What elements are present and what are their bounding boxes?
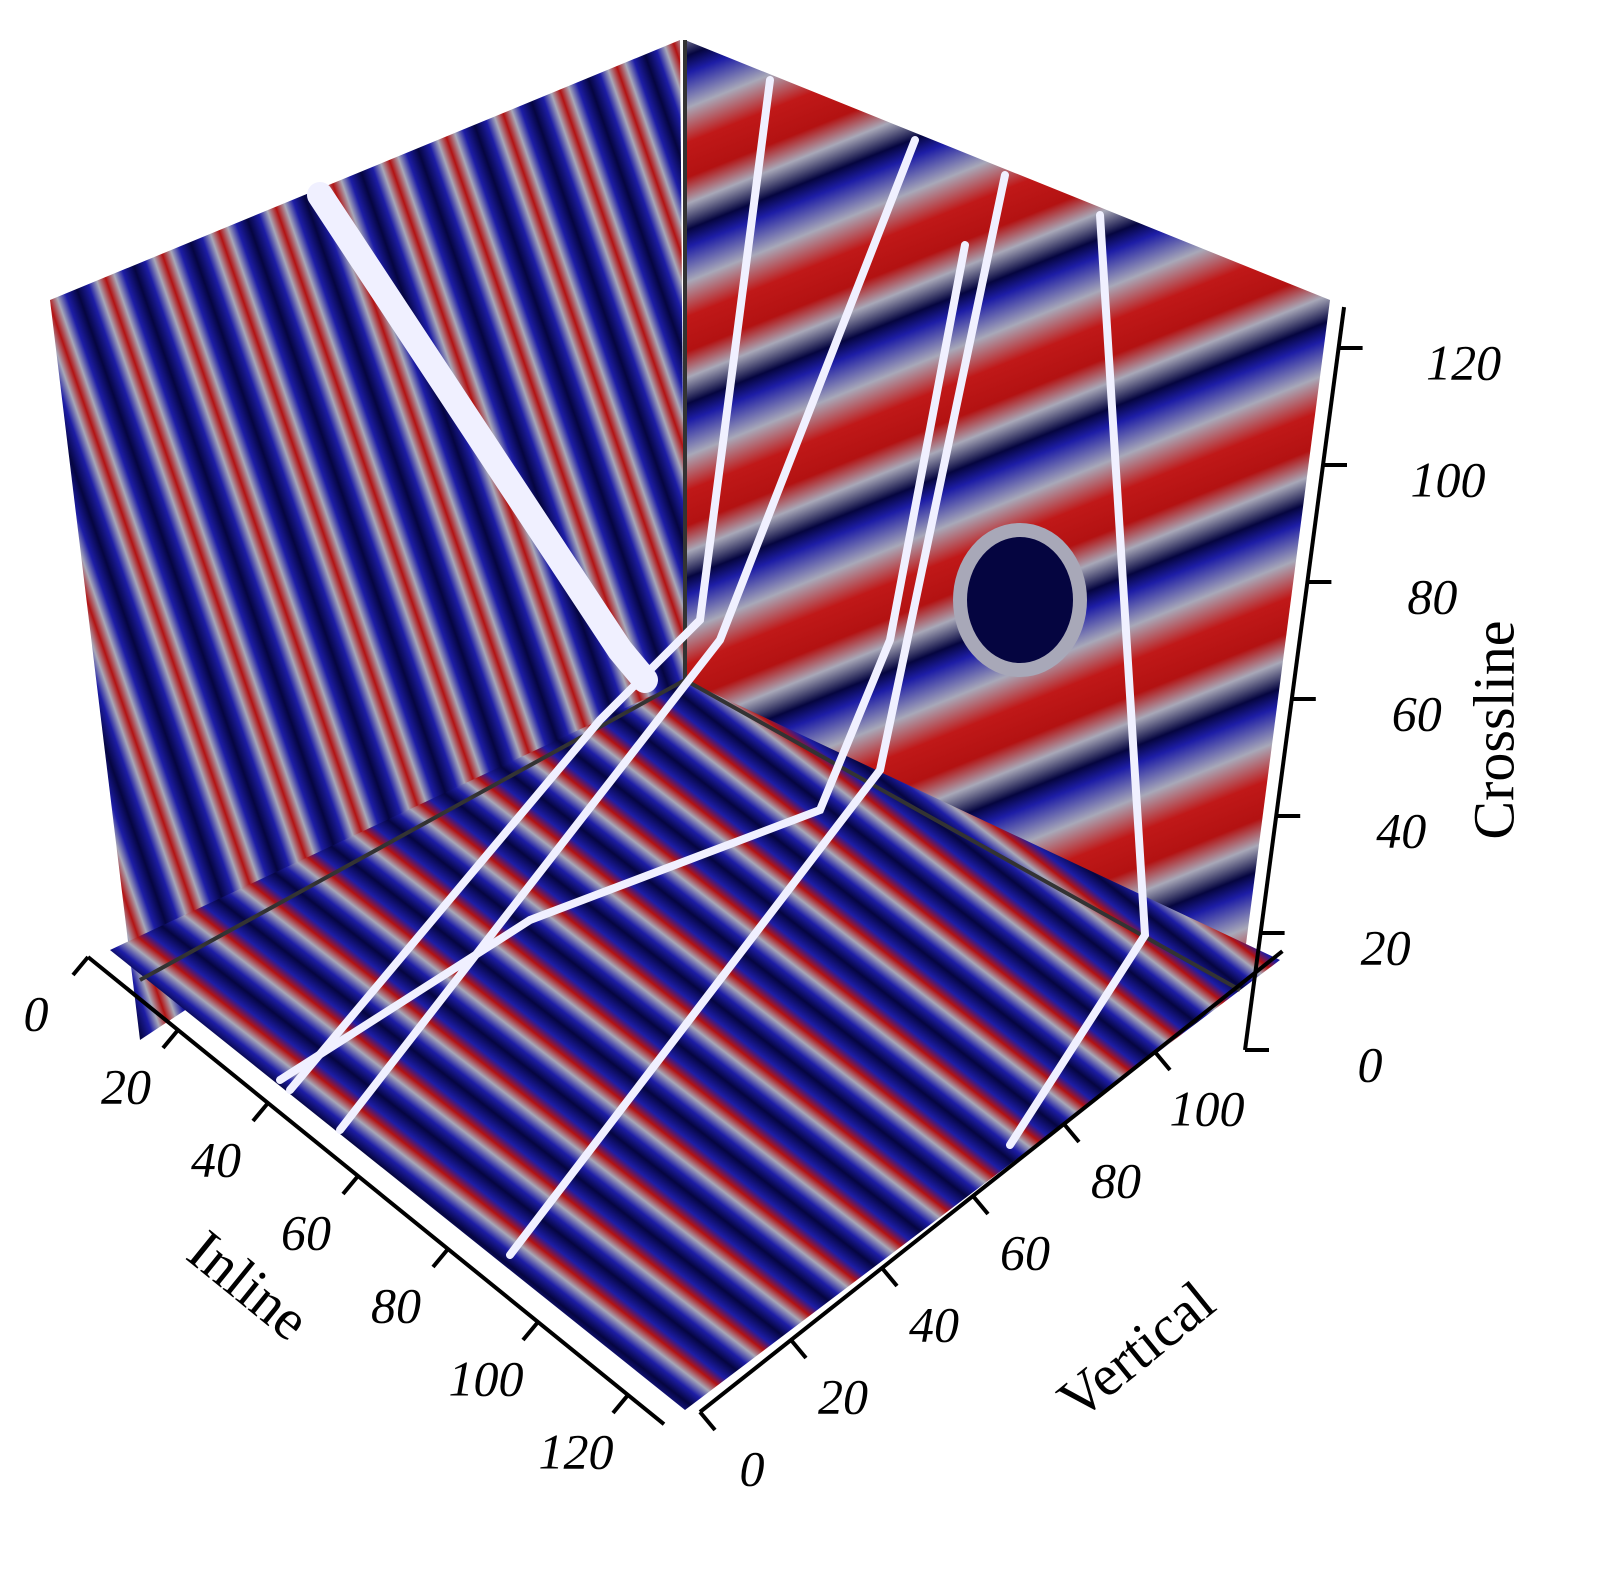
- tick-mark: [880, 1266, 899, 1288]
- tick-label: 80: [1407, 568, 1457, 624]
- axis-line: [86, 955, 666, 1426]
- tick-label: 40: [1376, 802, 1426, 858]
- tick-label: 20: [1361, 919, 1411, 975]
- tick-mark: [341, 1174, 360, 1196]
- tick-label: 0: [1358, 1036, 1383, 1092]
- tick-mark: [971, 1194, 990, 1216]
- tick-mark: [71, 955, 90, 977]
- tick-mark: [789, 1338, 808, 1360]
- axis-title: Vertical: [1046, 1268, 1227, 1432]
- tick-mark: [521, 1320, 540, 1342]
- fault: [336, 136, 919, 1134]
- axis-line: [698, 949, 1284, 1414]
- tick-label: 40: [191, 1131, 241, 1187]
- axis-title: Crossline: [1461, 620, 1526, 839]
- tick-label: 80: [1091, 1152, 1141, 1208]
- time-slice: [110, 680, 1280, 1410]
- tick-label: 60: [281, 1204, 331, 1260]
- tick-mark: [698, 1410, 717, 1432]
- tick-label: 20: [818, 1368, 868, 1424]
- tick-label: 100: [449, 1350, 524, 1406]
- tick-label: 100: [1170, 1080, 1245, 1136]
- tick-label: 20: [101, 1058, 151, 1114]
- fault: [307, 182, 658, 693]
- tick-mark: [1062, 1122, 1081, 1144]
- fault: [286, 76, 774, 1094]
- faults: [276, 76, 1150, 1259]
- tick-label: 120: [539, 1423, 614, 1479]
- fault: [1006, 211, 1150, 1149]
- fault: [276, 241, 969, 1084]
- tick-label: 40: [909, 1296, 959, 1352]
- tick-label: 60: [1392, 685, 1442, 741]
- tick-label: 0: [740, 1440, 765, 1496]
- tick-mark: [251, 1101, 270, 1123]
- tick-mark: [161, 1028, 180, 1050]
- tick-label: 80: [371, 1277, 421, 1333]
- tick-label: 0: [24, 985, 49, 1041]
- anomaly: [953, 523, 1087, 677]
- tick-mark: [1153, 1050, 1172, 1072]
- axis-line: [1243, 306, 1347, 1051]
- tick-label: 60: [1000, 1224, 1050, 1280]
- inline-slice: [50, 40, 685, 1040]
- tick-label: 100: [1411, 451, 1486, 507]
- tick-mark: [611, 1393, 630, 1415]
- fault: [506, 171, 1009, 1259]
- tick-label: 120: [1426, 334, 1501, 390]
- tick-mark: [431, 1247, 450, 1269]
